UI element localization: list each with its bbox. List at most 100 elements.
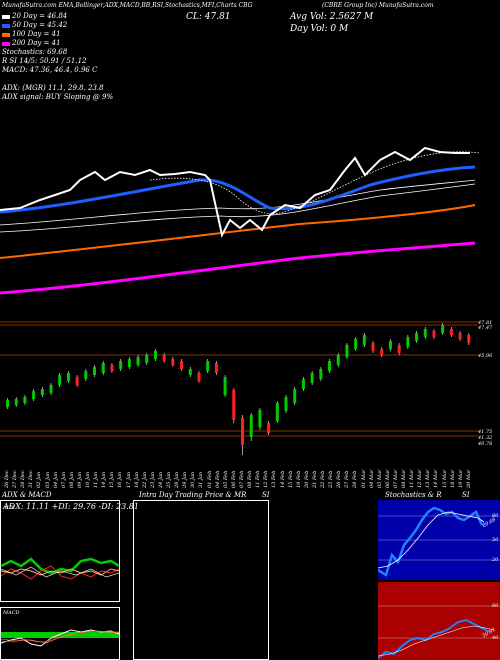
date-label: 15 Feb: [287, 470, 294, 488]
rsi-line: [378, 618, 491, 659]
candle-body: [171, 359, 175, 365]
date-label: 11 Jan: [93, 471, 100, 488]
close-price: CL: 47.81: [186, 12, 231, 22]
date-label: 13 Feb: [271, 470, 278, 488]
legend-item-20day: 20 Day = 46.84: [2, 12, 113, 21]
date-label: 08 Mar: [401, 469, 408, 488]
candle-body: [153, 351, 157, 359]
legend-swatch: [2, 23, 10, 28]
date-label: 11 Feb: [255, 470, 262, 488]
date-label: 28 Feb: [352, 470, 359, 488]
candle-body: [145, 355, 149, 363]
date-label: 01 Feb: [206, 470, 213, 488]
date-label: 06 Mar: [384, 469, 391, 488]
info-stochastics: Stochastics: 69.68: [2, 48, 68, 56]
candle-body: [162, 355, 166, 361]
candle-body: [449, 329, 453, 335]
date-label: 26 Feb: [336, 470, 343, 488]
candle-body: [397, 345, 401, 353]
date-label: 21 Feb: [311, 470, 318, 488]
candle-body: [58, 375, 62, 385]
price-label: 41.75: [478, 429, 493, 435]
candle-body: [101, 363, 105, 373]
date-label: 24 Jan: [157, 471, 164, 488]
ema-chart: [0, 146, 481, 295]
legend-label: 20 Day = 46.84: [12, 12, 68, 20]
date-label: 27 Feb: [344, 470, 351, 488]
candle-body: [441, 325, 445, 333]
date-label: 05 Mar: [376, 469, 383, 488]
info-macd: MACD: 47.36, 46.4, 0.96 C: [2, 66, 98, 74]
candle-body: [458, 333, 462, 339]
date-label: 07 Jan: [60, 471, 67, 488]
ema-legend: 20 Day = 46.84 50 Day = 45.42 100 Day = …: [2, 12, 113, 102]
stoch-level-label: 80: [492, 513, 499, 519]
studies-header: MunafaSutra.com EMA,Bollinger,ADX,MACD,B…: [2, 2, 253, 9]
date-label: 25 Feb: [328, 470, 335, 488]
candle-body: [406, 337, 410, 347]
candle-body: [75, 377, 79, 385]
date-label: 07 Mar: [392, 469, 399, 488]
candle-body: [388, 341, 392, 349]
date-label: 07 Feb: [239, 470, 245, 488]
date-label: 26 Dec: [4, 470, 10, 488]
candle-body: [223, 377, 227, 395]
legend-label: 100 Day = 41: [12, 30, 61, 38]
ma-20day-line: [0, 146, 470, 238]
price-label: 47.47: [478, 325, 493, 331]
date-label: 18 Jan: [133, 471, 140, 488]
legend-swatch: [2, 32, 10, 37]
candle-body: [93, 367, 97, 375]
ma-200day-line: [0, 241, 476, 295]
rsi-level-label: 40: [492, 635, 499, 641]
adx-line: [1, 568, 119, 576]
date-label: 09 Jan: [76, 471, 83, 488]
date-label: 15 Jan: [109, 471, 116, 488]
candle-body: [328, 361, 332, 371]
intraday-panel: [133, 500, 269, 660]
candle-body: [32, 391, 36, 399]
date-label: 20 Feb: [303, 470, 310, 488]
price-label: 45.96: [478, 353, 493, 359]
date-label: 30 Jan: [190, 471, 197, 488]
stochastics-panel: 80 50 20 69.68: [378, 500, 500, 580]
macd-line: [1, 629, 119, 647]
stoch-panel-title: Stochastics & R: [385, 491, 442, 499]
price-axis: 47.81 47.47 45.96 41.75 41.32 40.78: [478, 317, 500, 457]
info-adx: ADX: (MGR) 11.1, 29.8, 23.8: [2, 84, 104, 92]
candle-body: [267, 423, 271, 433]
info-adx-signal: ADX signal: BUY Sloping @ 9%: [2, 93, 114, 101]
date-label: 22 Jan: [141, 471, 148, 488]
adx-extra-line: [1, 566, 119, 578]
date-label: 06 Feb: [230, 470, 237, 488]
price-label: 40.78: [478, 441, 493, 447]
date-label: 12 Mar: [417, 469, 424, 488]
candle-body: [467, 335, 471, 343]
candle-body: [380, 349, 384, 355]
day-volume: Day Vol: 0 M: [290, 24, 349, 34]
date-label: 14 Mar: [433, 469, 440, 488]
candle-body: [127, 359, 131, 367]
macd-histogram: [1, 632, 119, 638]
macd-lines: [1, 629, 119, 647]
date-label: 16 Jan: [117, 471, 124, 488]
candle-body: [206, 361, 210, 371]
legend-item-100day: 100 Day = 41: [2, 30, 113, 39]
date-label: 28 Jan: [174, 471, 181, 488]
candle-body: [415, 333, 419, 341]
candle-body: [14, 399, 18, 405]
date-label: 12 Feb: [263, 470, 270, 488]
date-label: 14 Jan: [101, 471, 108, 488]
legend-swatch: [2, 41, 10, 46]
date-label: 01 Mar: [360, 469, 367, 488]
date-label: 04 Feb: [214, 470, 221, 488]
intraday-panel-title-right: SI: [262, 491, 270, 499]
date-label: 10 Jan: [85, 471, 92, 488]
date-label: 31 Jan: [198, 471, 205, 488]
date-label: 13 Mar: [425, 469, 432, 488]
candle-body: [188, 369, 192, 375]
date-label: 15 Mar: [441, 469, 448, 488]
date-label: 22 Feb: [320, 470, 327, 488]
adx-minus-di-line: [1, 565, 119, 580]
candle-body: [319, 369, 323, 379]
